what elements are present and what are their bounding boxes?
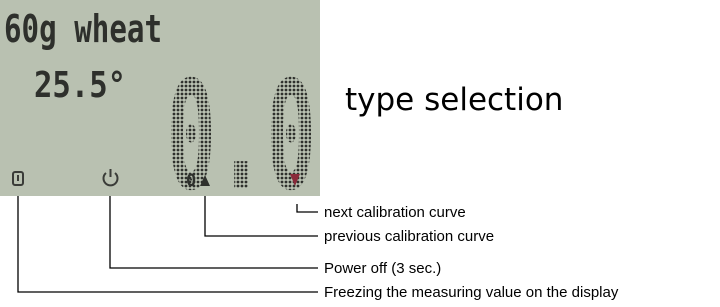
reading: 0.0 <box>166 50 316 224</box>
key-label: 0 <box>186 171 196 191</box>
callout-label: next calibration curve <box>324 204 466 221</box>
diagram: 60g wheat 25.5° 0.0 0 type selection nex… <box>0 0 720 307</box>
page: {"display": {"product": "60g wheat", "te… <box>0 0 720 307</box>
callout-label: previous calibration curve <box>324 228 494 245</box>
callout-label: Freezing the measuring value on the disp… <box>324 284 619 301</box>
heading: type selection <box>345 82 563 118</box>
product-label: 60g wheat <box>4 7 162 51</box>
temperature: 25.5° <box>34 65 126 106</box>
callout-label: Power off (3 sec.) <box>324 260 441 277</box>
